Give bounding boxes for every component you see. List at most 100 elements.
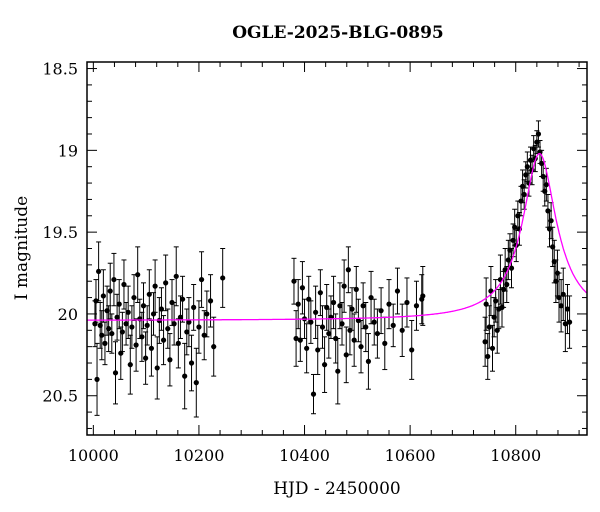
- data-marker: [353, 286, 359, 292]
- data-point: [94, 342, 100, 416]
- data-marker: [330, 299, 337, 306]
- data-point: [111, 252, 117, 307]
- data-point: [564, 283, 571, 335]
- data-point: [409, 319, 415, 380]
- x-tick-label: 10800: [490, 446, 541, 465]
- data-point: [102, 321, 108, 366]
- data-point: [556, 272, 562, 323]
- data-point: [175, 318, 181, 369]
- data-point: [420, 265, 426, 326]
- data-marker: [173, 273, 179, 279]
- data-marker: [143, 355, 149, 361]
- data-marker: [310, 391, 317, 397]
- data-marker: [365, 358, 372, 364]
- data-point: [390, 303, 396, 348]
- data-point: [179, 275, 186, 323]
- data-point: [483, 277, 489, 331]
- data-marker: [386, 301, 392, 307]
- data-marker: [390, 322, 396, 328]
- data-marker: [135, 272, 141, 278]
- data-point: [144, 305, 150, 346]
- data-point: [365, 333, 372, 390]
- data-marker: [175, 340, 181, 346]
- data-point: [112, 341, 119, 405]
- data-marker: [566, 319, 573, 325]
- data-marker: [193, 380, 199, 386]
- data-marker: [521, 191, 527, 198]
- data-marker: [378, 308, 384, 314]
- data-point: [133, 318, 139, 372]
- y-tick-label: 20: [58, 305, 78, 324]
- data-marker: [371, 319, 377, 325]
- data-point: [335, 337, 341, 405]
- data-marker: [374, 330, 380, 337]
- data-point: [186, 297, 192, 348]
- data-marker: [93, 298, 99, 304]
- data-point: [291, 257, 297, 305]
- data-point: [339, 301, 345, 346]
- data-marker: [133, 342, 139, 348]
- data-marker: [154, 365, 160, 371]
- data-marker: [94, 376, 100, 382]
- data-marker: [184, 329, 190, 335]
- data-point: [196, 300, 202, 354]
- data-point: [92, 300, 98, 348]
- y-tick-label: 19.5: [42, 223, 78, 242]
- data-point: [201, 310, 207, 361]
- data-marker: [564, 306, 571, 312]
- data-marker: [363, 324, 369, 330]
- data-point: [535, 120, 542, 148]
- data-point: [310, 373, 317, 415]
- model-curve: [87, 153, 587, 321]
- data-marker: [326, 330, 332, 337]
- data-marker: [399, 327, 405, 333]
- data-point: [404, 277, 410, 328]
- data-marker: [146, 291, 152, 297]
- data-marker: [319, 324, 326, 330]
- data-marker: [315, 347, 321, 353]
- data-point: [100, 269, 106, 323]
- data-point: [399, 303, 405, 357]
- x-tick-label: 10200: [173, 446, 224, 465]
- data-marker: [107, 288, 113, 294]
- data-series: [92, 120, 573, 418]
- data-marker: [125, 309, 131, 315]
- data-point: [106, 305, 112, 353]
- data-marker: [558, 303, 564, 309]
- data-point: [135, 246, 141, 303]
- data-point: [146, 269, 152, 320]
- data-marker: [160, 337, 167, 343]
- data-marker: [404, 299, 410, 306]
- data-point: [93, 279, 99, 323]
- x-axis-label: HJD - 2450000: [273, 479, 401, 499]
- data-point: [419, 274, 425, 325]
- data-marker: [360, 303, 366, 309]
- data-marker: [179, 296, 186, 302]
- data-point: [184, 308, 190, 356]
- data-point: [154, 336, 160, 400]
- data-point: [143, 331, 149, 385]
- data-marker: [297, 337, 303, 343]
- data-marker: [308, 319, 314, 325]
- data-marker: [112, 370, 119, 376]
- data-point: [207, 274, 214, 328]
- data-marker: [409, 347, 415, 353]
- data-marker: [111, 276, 117, 283]
- data-marker: [102, 340, 108, 346]
- data-marker: [299, 285, 306, 291]
- data-marker: [543, 182, 549, 188]
- data-point: [304, 323, 310, 374]
- data-point: [351, 313, 357, 367]
- data-marker: [167, 357, 173, 363]
- data-point: [107, 262, 113, 320]
- data-marker: [158, 306, 165, 312]
- data-marker: [196, 324, 202, 330]
- data-marker: [127, 362, 133, 368]
- data-point: [489, 324, 496, 372]
- data-point: [160, 315, 167, 366]
- data-marker: [211, 344, 217, 350]
- data-marker: [106, 326, 112, 332]
- data-point: [299, 261, 306, 315]
- data-marker: [119, 329, 125, 335]
